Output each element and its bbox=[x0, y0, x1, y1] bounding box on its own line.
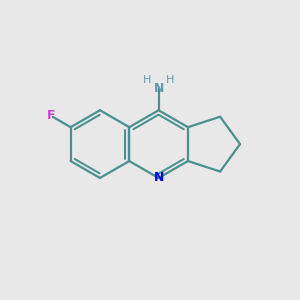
Text: H: H bbox=[143, 75, 152, 85]
Text: H: H bbox=[166, 75, 174, 85]
Text: F: F bbox=[47, 109, 56, 122]
Text: N: N bbox=[153, 82, 164, 95]
Text: N: N bbox=[153, 172, 164, 184]
